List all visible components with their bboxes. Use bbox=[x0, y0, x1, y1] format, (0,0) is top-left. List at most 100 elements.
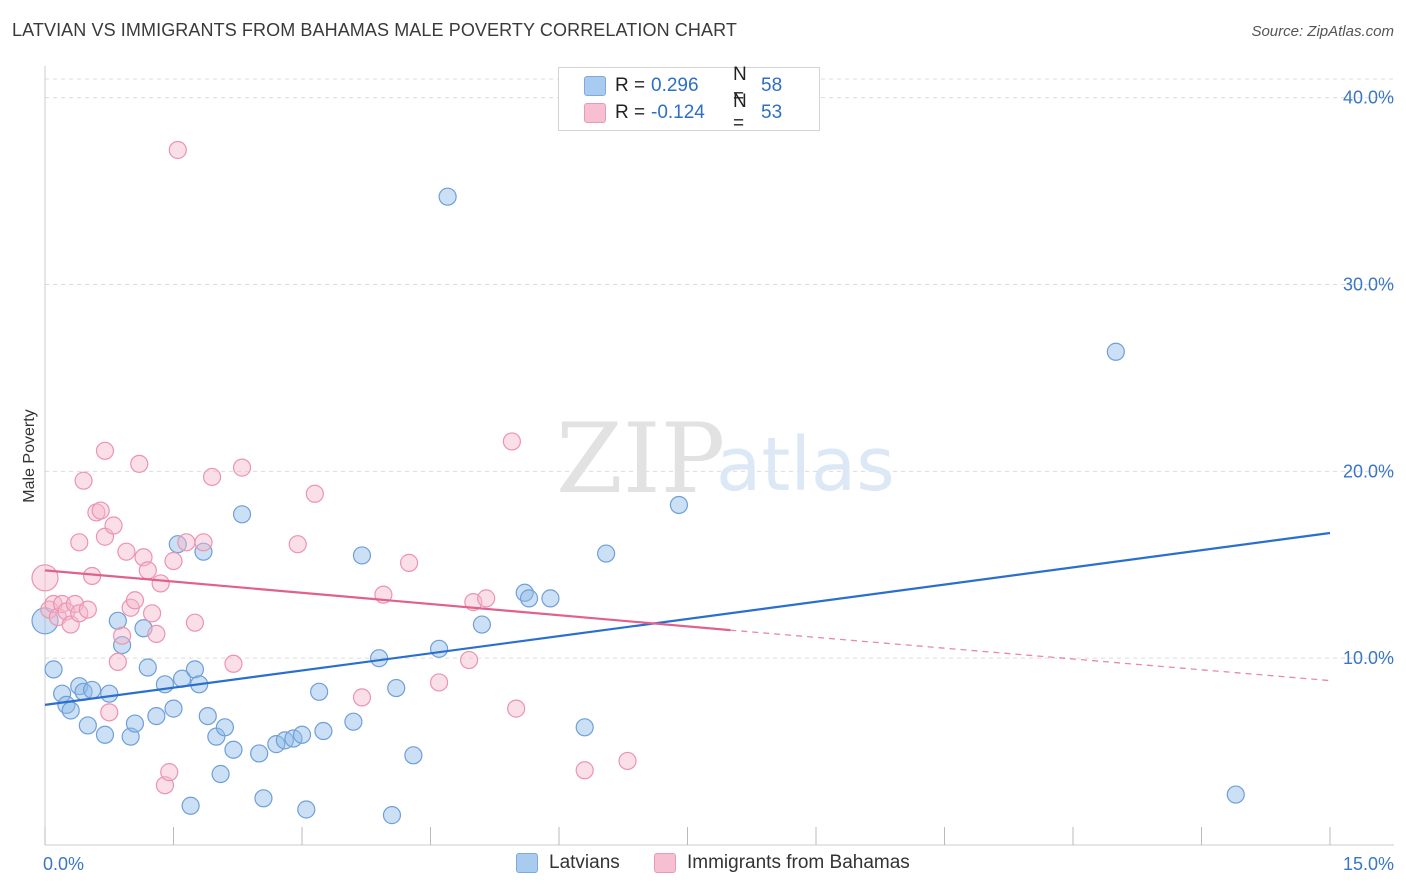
latvian-point bbox=[211, 764, 230, 784]
bahamas-point bbox=[288, 535, 307, 554]
latvian-point bbox=[297, 800, 316, 819]
bahamas-point bbox=[194, 533, 213, 552]
latvian-point bbox=[344, 712, 363, 731]
bahamas-point bbox=[399, 553, 419, 572]
bahamas-point bbox=[224, 654, 243, 673]
bahamas-point bbox=[117, 542, 136, 561]
legend-row-latvians: R = 0.296 N = 58 bbox=[584, 64, 783, 107]
source-label: Source: ZipAtlas.com bbox=[1251, 23, 1394, 40]
n-value: 53 bbox=[761, 102, 783, 123]
latvian-trend-line bbox=[44, 531, 1331, 706]
latvian-point bbox=[292, 725, 312, 744]
r-label: R = bbox=[615, 102, 646, 123]
latvian-point bbox=[83, 680, 102, 700]
bahamas-point bbox=[232, 458, 252, 477]
n-label: N = bbox=[733, 91, 747, 134]
bahamas-point bbox=[352, 688, 372, 707]
bahamas-point bbox=[112, 626, 132, 645]
legend-row-bahamas: R = -0.124 N = 53 bbox=[584, 91, 783, 134]
tick-labels: 10.0% 20.0% 30.0% 40.0% 0.0% 15.0% bbox=[43, 88, 1394, 874]
legend-label-latvians: Latvians bbox=[549, 852, 620, 873]
y-axis-label: Male Poverty bbox=[21, 409, 38, 502]
correlation-legend: R = 0.296 N = 58 R = -0.124 N = 53 bbox=[558, 64, 820, 134]
latvian-point bbox=[314, 721, 333, 741]
latvian-point bbox=[404, 746, 423, 765]
legend-item-latvians[interactable]: Latvians bbox=[516, 852, 620, 874]
latvian-point bbox=[31, 607, 59, 635]
bahamas-point bbox=[142, 604, 162, 623]
axes bbox=[44, 66, 1394, 846]
legend-swatch-latvians bbox=[584, 76, 606, 96]
chart-title: LATVIAN VS IMMIGRANTS FROM BAHAMAS MALE … bbox=[12, 20, 737, 40]
latvian-point bbox=[597, 544, 616, 563]
latvian-point bbox=[382, 806, 402, 825]
grid bbox=[45, 78, 1394, 659]
bahamas-point bbox=[502, 432, 521, 451]
y-tick-label: 30.0% bbox=[1343, 275, 1394, 295]
latvian-point bbox=[429, 639, 449, 658]
bahamas-point bbox=[305, 484, 324, 503]
latvian-point bbox=[147, 706, 166, 726]
latvian-point bbox=[198, 706, 217, 726]
legend-label-bahamas: Immigrants from Bahamas bbox=[687, 852, 910, 873]
x-tick-label: 0.0% bbox=[43, 854, 84, 874]
bahamas-point bbox=[429, 673, 449, 692]
bahamas-trend-extension bbox=[730, 629, 1331, 682]
bahamas-point bbox=[164, 551, 183, 571]
watermark-atlas: atlas bbox=[716, 422, 895, 508]
bahamas-point bbox=[618, 751, 637, 771]
bahamas-point bbox=[31, 564, 59, 592]
latvian-point bbox=[78, 716, 97, 735]
latvian-point bbox=[112, 635, 132, 655]
latvian-point bbox=[95, 725, 115, 744]
bahamas-point bbox=[185, 613, 205, 632]
bahamas-point bbox=[459, 650, 479, 670]
legend-swatch-bahamas bbox=[654, 853, 676, 873]
watermark-zip: ZIP bbox=[556, 403, 725, 515]
legend-item-bahamas[interactable]: Immigrants from Bahamas bbox=[654, 852, 910, 874]
latvian-point bbox=[164, 699, 183, 718]
latvian-point bbox=[438, 187, 457, 206]
latvian-point bbox=[61, 701, 80, 720]
latvian-point bbox=[44, 660, 63, 679]
bahamas-point bbox=[168, 140, 187, 160]
bahamas-point bbox=[70, 533, 89, 552]
latvian-point bbox=[224, 740, 243, 759]
bahamas-point bbox=[108, 652, 127, 672]
latvian-point bbox=[1226, 785, 1245, 804]
latvian-point bbox=[352, 546, 372, 565]
latvian-point bbox=[194, 542, 213, 561]
latvian-point bbox=[519, 589, 539, 608]
latvian-point bbox=[108, 611, 127, 630]
latvian-point bbox=[1106, 342, 1125, 361]
bahamas-point bbox=[507, 699, 526, 718]
bahamas-point bbox=[100, 703, 119, 722]
latvian-point bbox=[310, 682, 329, 701]
points-layer bbox=[31, 140, 1245, 825]
bahamas-point bbox=[575, 761, 594, 780]
n-value: 58 bbox=[761, 75, 783, 96]
latvian-point bbox=[254, 789, 273, 808]
n-label: N = bbox=[733, 64, 747, 107]
bahamas-point bbox=[95, 441, 115, 460]
y-tick-label: 10.0% bbox=[1343, 648, 1394, 668]
bahamas-point bbox=[125, 591, 145, 610]
latvian-point bbox=[250, 744, 269, 763]
latvian-point bbox=[181, 796, 200, 815]
latvian-point bbox=[575, 718, 594, 737]
bahamas-point bbox=[151, 574, 170, 593]
latvian-point bbox=[541, 589, 560, 608]
latvian-point bbox=[472, 615, 491, 634]
series-legend: Latvians Immigrants from Bahamas bbox=[0, 852, 1406, 876]
r-value: -0.124 bbox=[651, 102, 705, 123]
trend-lines bbox=[44, 531, 1331, 706]
latvian-point bbox=[215, 718, 234, 737]
bahamas-point bbox=[160, 763, 179, 782]
bahamas-trend-line bbox=[44, 569, 731, 632]
bahamas-point bbox=[130, 454, 149, 473]
y-tick-label: 20.0% bbox=[1343, 461, 1394, 481]
latvian-point bbox=[387, 678, 406, 698]
bahamas-point bbox=[104, 516, 123, 535]
latvian-point bbox=[125, 714, 145, 733]
